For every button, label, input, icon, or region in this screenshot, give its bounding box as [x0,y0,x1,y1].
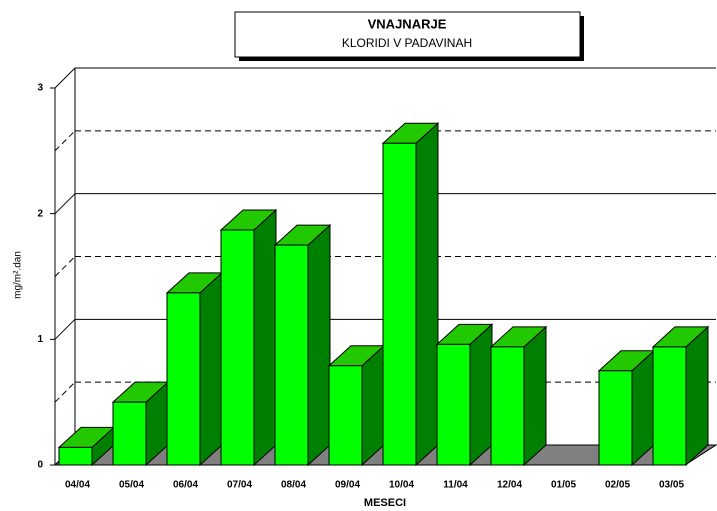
bar-front [112,401,147,466]
bar [327,344,386,467]
y-tick-label: 0 [37,460,43,471]
bar [435,323,494,467]
minor-grid-line [54,130,76,152]
grid-line [54,67,76,89]
bar-side [415,122,439,467]
y-tick-label: 2 [37,208,43,219]
minor-grid-line [54,256,76,277]
chart-title: VNAJNARJE [368,16,447,31]
grid-line [54,318,76,340]
bar-front [166,292,201,466]
x-tick-label: 06/04 [173,480,198,491]
x-axis-label: MESECI [364,497,406,509]
bar-side [685,325,709,467]
bar-side [307,223,331,467]
chart-subtitle: KLORIDI V PADAVINAH [342,36,472,50]
bar [111,381,170,467]
bar [219,208,278,467]
bar-front [436,343,471,466]
bar [597,349,656,467]
grid-line [54,193,76,215]
bar [489,325,548,467]
bar-front [490,346,525,466]
x-tick-label: 01/05 [551,480,576,491]
bar [165,271,224,467]
bar [381,122,440,467]
x-tick-label: 03/05 [659,480,684,491]
bar-side [469,323,493,467]
x-tick-label: 09/04 [335,480,360,491]
y-tick-label: 3 [37,83,43,94]
bar-side [523,325,547,467]
bar-front [220,229,255,466]
x-tick-label: 07/04 [227,480,252,491]
y-axis-label: mg/m².dan [13,251,24,299]
bar-front [652,346,687,466]
x-tick-label: 08/04 [281,480,306,491]
x-tick-label: 10/04 [389,480,414,491]
minor-grid-line [54,381,76,403]
x-tick-label: 05/04 [119,480,144,491]
bar-front [598,370,633,466]
bar-front [274,244,309,466]
bar-front [328,365,363,466]
x-tick-label: 04/04 [65,480,90,491]
bar-side [361,344,385,467]
bar [273,223,332,467]
x-tick-label: 11/04 [443,480,468,491]
x-tick-label: 02/05 [605,480,630,491]
x-tick-label: 12/04 [497,480,522,491]
bar-side [199,271,223,467]
bar-front [382,142,417,466]
bar [651,325,710,467]
y-tick-label: 1 [37,334,43,345]
bar-side [253,208,277,467]
title-box [234,11,581,58]
bar-front [58,446,93,466]
